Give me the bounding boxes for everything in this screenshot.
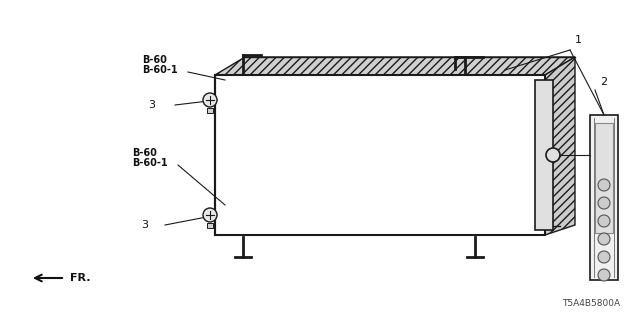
Polygon shape	[215, 226, 560, 235]
Text: T5A4B5800A: T5A4B5800A	[562, 299, 620, 308]
Polygon shape	[215, 57, 575, 75]
Circle shape	[546, 148, 560, 162]
Text: 3: 3	[148, 100, 155, 110]
Circle shape	[598, 179, 610, 191]
Text: 2: 2	[600, 77, 607, 87]
Circle shape	[203, 208, 217, 222]
Circle shape	[203, 93, 217, 107]
Bar	[590, 115, 618, 280]
Polygon shape	[545, 57, 575, 235]
Text: B-60: B-60	[142, 55, 167, 65]
Text: B-60-1: B-60-1	[142, 65, 178, 75]
Text: B-60: B-60	[132, 148, 157, 158]
Circle shape	[598, 269, 610, 281]
Text: B-60-1: B-60-1	[132, 158, 168, 168]
Bar	[595, 123, 613, 233]
Bar	[207, 108, 213, 113]
Text: 1: 1	[575, 35, 582, 45]
Text: 3: 3	[141, 220, 148, 230]
Bar	[215, 75, 545, 235]
Circle shape	[598, 215, 610, 227]
Circle shape	[598, 233, 610, 245]
Text: FR.: FR.	[70, 273, 90, 283]
Circle shape	[598, 251, 610, 263]
Bar	[535, 80, 553, 230]
Circle shape	[598, 197, 610, 209]
Bar	[207, 223, 213, 228]
